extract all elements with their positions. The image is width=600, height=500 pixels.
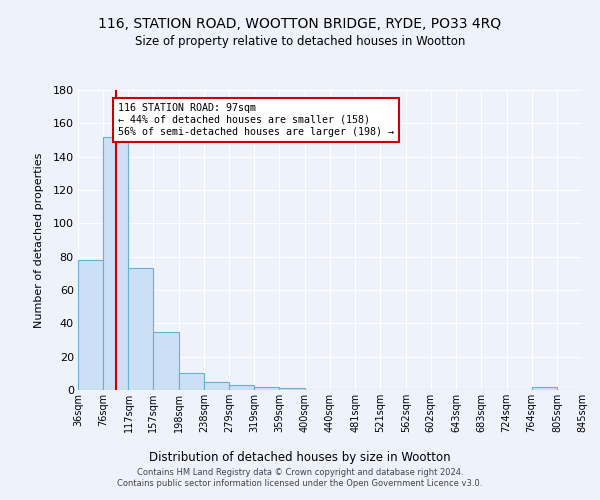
Bar <box>254 386 279 390</box>
Bar <box>128 268 154 390</box>
Text: 116 STATION ROAD: 97sqm
← 44% of detached houses are smaller (158)
56% of semi-d: 116 STATION ROAD: 97sqm ← 44% of detache… <box>118 104 394 136</box>
Y-axis label: Number of detached properties: Number of detached properties <box>34 152 44 328</box>
Bar <box>179 374 204 390</box>
Bar <box>532 386 557 390</box>
Text: Contains HM Land Registry data © Crown copyright and database right 2024.
Contai: Contains HM Land Registry data © Crown c… <box>118 468 482 487</box>
Text: Distribution of detached houses by size in Wootton: Distribution of detached houses by size … <box>149 451 451 464</box>
Bar <box>103 136 128 390</box>
Bar <box>279 388 305 390</box>
Bar <box>204 382 229 390</box>
Bar <box>78 260 103 390</box>
Text: Size of property relative to detached houses in Wootton: Size of property relative to detached ho… <box>135 35 465 48</box>
Bar <box>229 385 254 390</box>
Bar <box>154 332 179 390</box>
Text: 116, STATION ROAD, WOOTTON BRIDGE, RYDE, PO33 4RQ: 116, STATION ROAD, WOOTTON BRIDGE, RYDE,… <box>98 18 502 32</box>
